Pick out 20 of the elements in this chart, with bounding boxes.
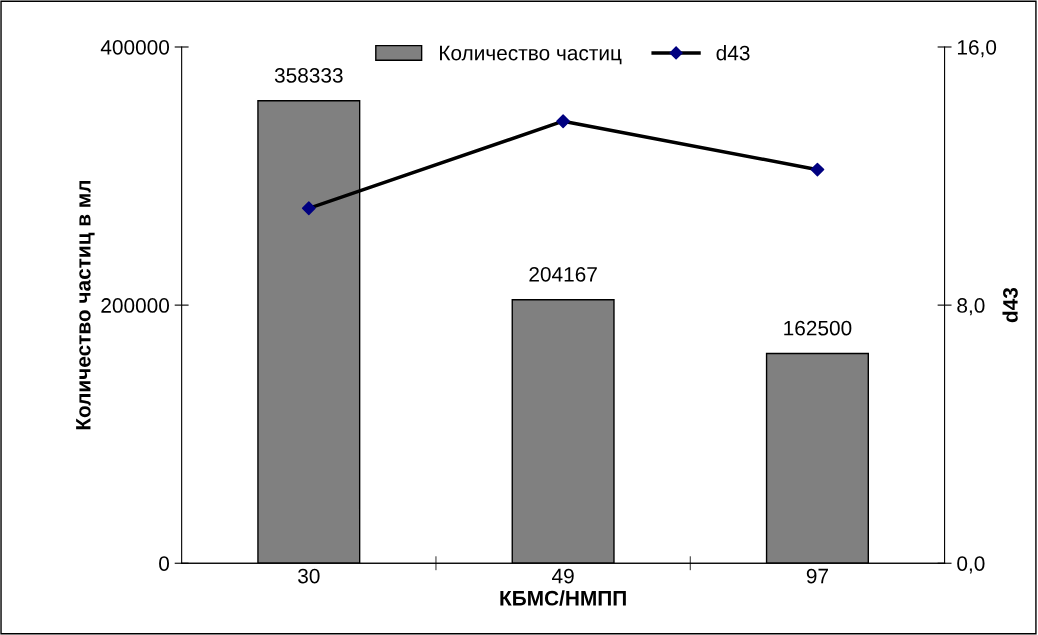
x-tick-label: 30 (298, 568, 320, 584)
x-tick-label: 97 (806, 568, 828, 584)
point (810, 162, 825, 177)
y-tick-label: 400000 (100, 39, 170, 55)
data-label: 204167 (529, 266, 597, 282)
y2-tick-label: 16,0 (957, 39, 997, 58)
point (301, 201, 316, 216)
data-label: 162500 (784, 320, 852, 336)
y-axis-title: Количество частиц в мл (76, 180, 95, 430)
legend-label: d43 (716, 45, 750, 61)
x-axis-title: КБМС/НМПП (500, 590, 626, 606)
y2-tick-label: 0,0 (957, 556, 985, 574)
data-label: 358333 (274, 68, 343, 83)
x-tick-label: 49 (552, 568, 574, 584)
y-tick-label: 200000 (101, 298, 170, 313)
y-tick-label: 0 (159, 556, 170, 571)
y2-tick-label: 8,0 (957, 298, 985, 316)
y2-axis-title: d43 (1002, 287, 1018, 323)
legend-label: Количество частиц (440, 45, 622, 65)
point (556, 114, 571, 129)
